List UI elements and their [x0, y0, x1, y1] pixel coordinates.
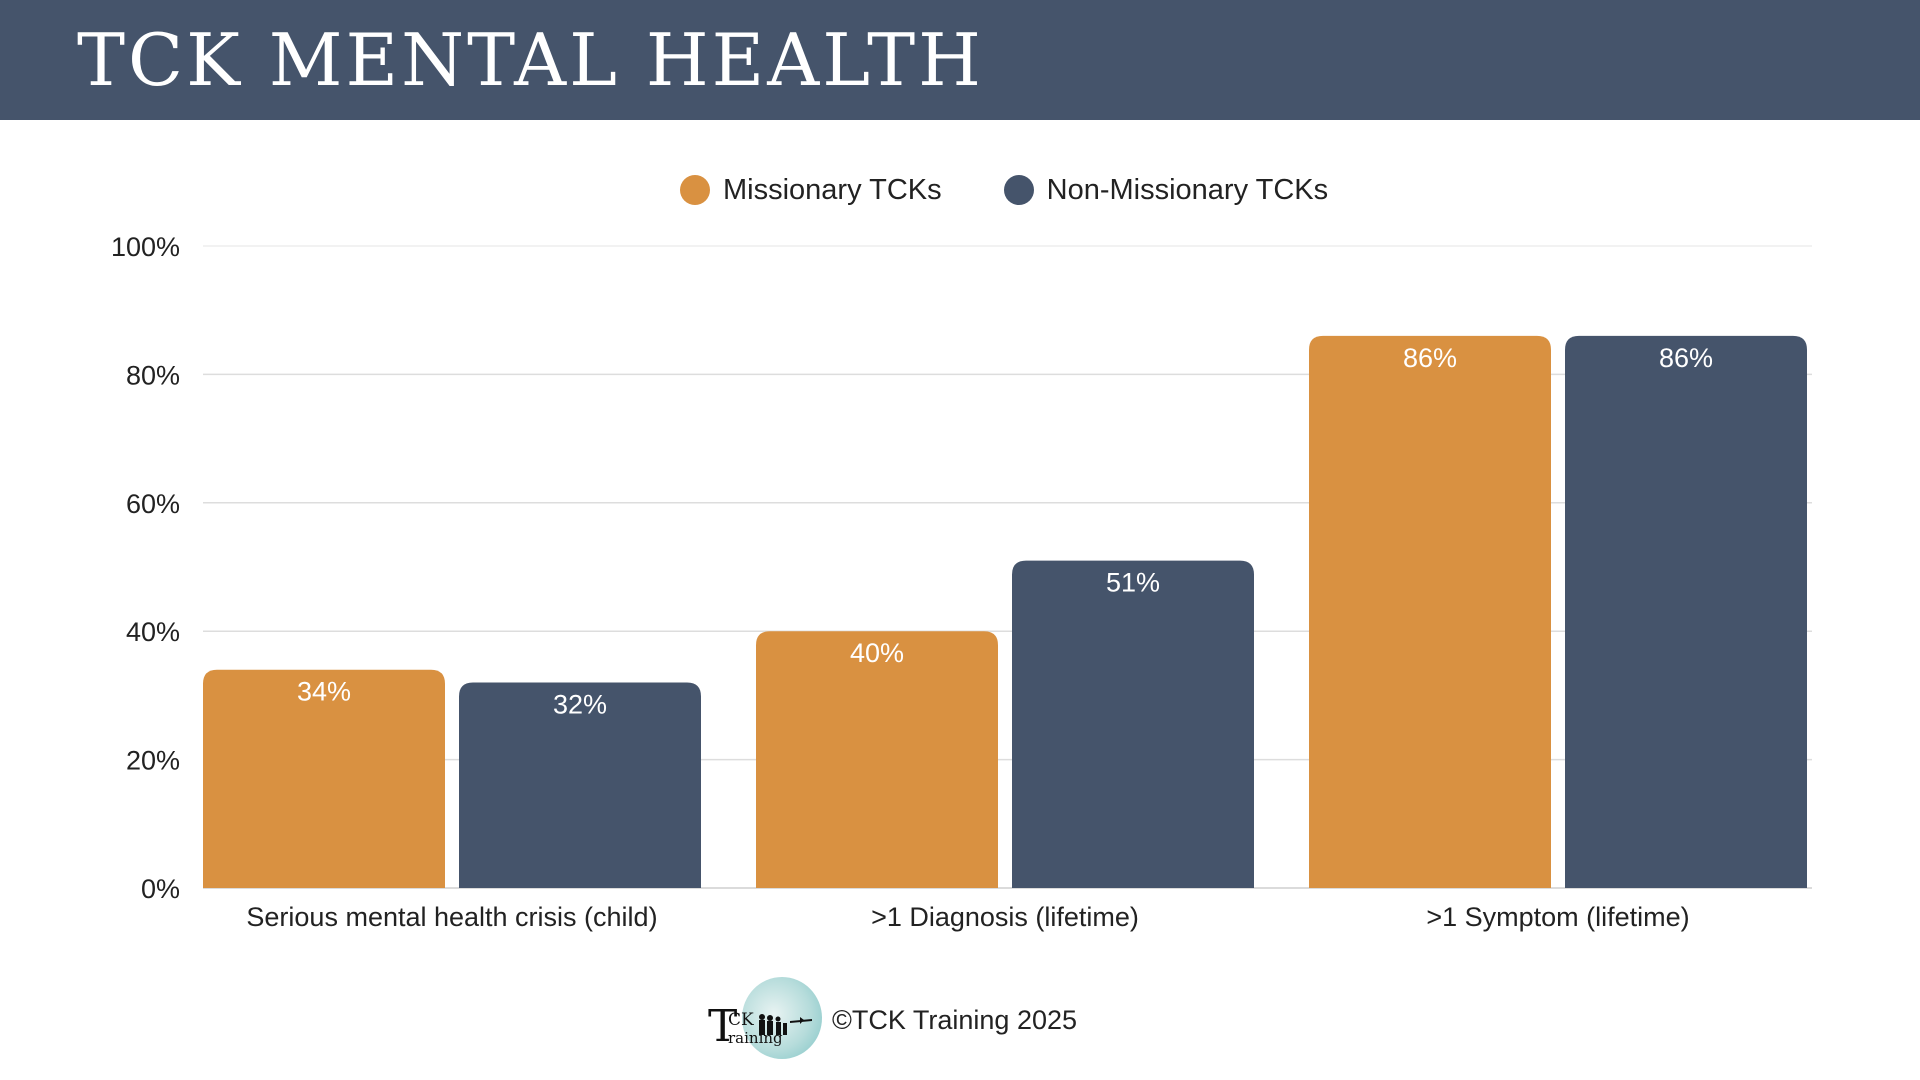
bar-data-label: 34%	[297, 677, 351, 707]
header-bar: TCK MENTAL HEALTH	[0, 0, 1920, 120]
y-tick-label: 20%	[126, 746, 180, 776]
bar-data-label: 51%	[1106, 568, 1160, 598]
page-title: TCK MENTAL HEALTH	[77, 18, 984, 102]
legend-label-missionary: Missionary TCKs	[723, 173, 942, 206]
bar	[756, 631, 998, 888]
logo-circle	[742, 977, 822, 1059]
y-tick-label: 100%	[111, 232, 180, 262]
bar-data-label: 32%	[553, 690, 607, 720]
legend-label-non-missionary: Non-Missionary TCKs	[1046, 173, 1329, 206]
legend-item-non-missionary: Non-Missionary TCKs	[1003, 173, 1329, 207]
bar	[203, 669, 445, 888]
bar-data-label: 86%	[1659, 343, 1713, 373]
logo-letters-ck: CK	[728, 1010, 754, 1030]
bar-data-label: 86%	[1403, 343, 1457, 373]
legend-swatch-missionary	[680, 175, 710, 205]
legend-swatch-non-missionary	[1003, 175, 1034, 205]
bar-data-label: 40%	[850, 638, 904, 668]
bar	[459, 682, 701, 888]
y-tick-label: 0%	[141, 874, 180, 904]
logo-people-icon	[759, 1014, 812, 1035]
x-tick-label: Serious mental health crisis (child)	[246, 902, 657, 932]
y-tick-label: 80%	[126, 360, 180, 390]
y-tick-label: 60%	[126, 489, 180, 519]
logo-letters-raining: raining	[728, 1029, 783, 1047]
chart-legend: Missionary TCKs Non-Missionary TCKs	[680, 170, 1390, 210]
x-tick-label: >1 Symptom (lifetime)	[1426, 902, 1689, 932]
legend-item-missionary: Missionary TCKs	[680, 174, 942, 207]
bar	[1309, 335, 1551, 888]
logo-letter-t: T	[708, 1001, 738, 1052]
y-tick-label: 40%	[126, 617, 180, 647]
x-tick-label: >1 Diagnosis (lifetime)	[871, 902, 1139, 932]
bar	[1565, 335, 1807, 888]
copyright-text: ©TCK Training 2025	[832, 1004, 1078, 1035]
tck-training-logo-icon: T CK raining	[700, 975, 822, 1065]
footer: T CK raining ©TCK Training 2025	[700, 975, 1077, 1065]
bar	[1012, 560, 1254, 888]
